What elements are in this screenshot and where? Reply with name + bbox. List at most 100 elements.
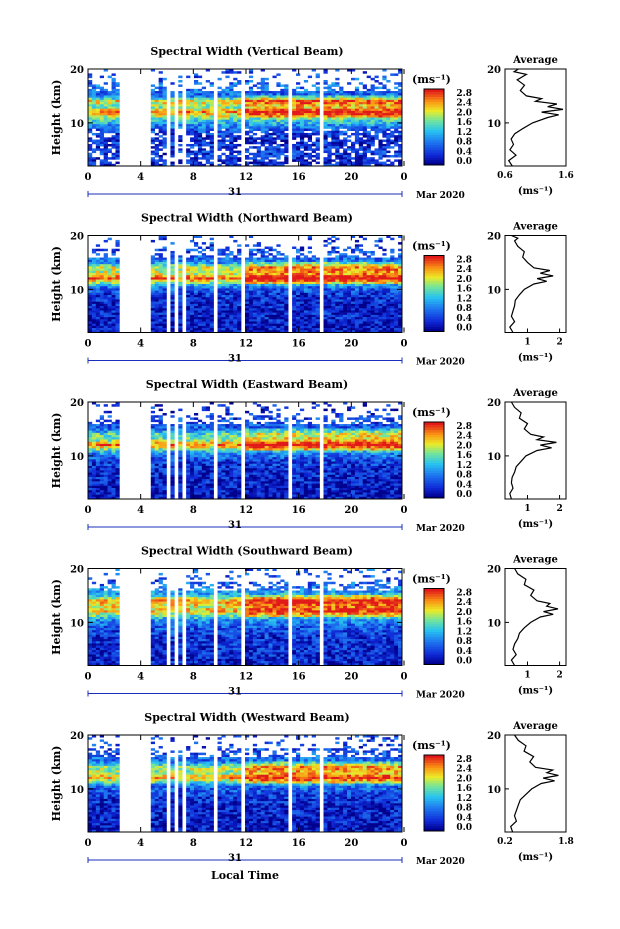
heatmap-cell [354,93,360,96]
heatmap-cell [331,266,336,269]
heatmap-cell [205,301,210,305]
heatmap-cell [170,139,175,143]
heatmap-cell [91,275,97,278]
heatmap-cell [221,139,226,143]
heatmap-cell [225,330,230,333]
heatmap-cell [366,299,371,302]
heatmap-cell [99,268,104,272]
heatmap-cell [150,69,156,72]
heatmap-cell [292,152,297,156]
heatmap-cell [233,82,238,85]
heatmap-cell [362,121,367,125]
heatmap-cell [245,299,250,302]
heatmap-cell [398,257,403,261]
heatmap-cell [229,102,234,105]
heatmap-cell [88,110,93,114]
heatmap-cell [264,314,269,318]
heatmap-cell [186,266,191,269]
heatmap-cell [178,257,183,261]
heatmap-cell [170,292,175,296]
heatmap-cell [331,88,336,92]
heatmap-cell [335,152,340,156]
heatmap-cell [103,91,108,94]
heatmap-cell [272,308,277,311]
heatmap-cell [221,130,226,134]
heatmap-cell [158,314,163,318]
heatmap-cell [268,299,273,302]
heatmap-cell [99,119,104,123]
heatmap-cell [197,108,203,112]
heatmap-cell [303,126,309,129]
heatmap-cell [91,259,97,263]
heatmap-cell [245,154,250,158]
heatmap-cell [252,272,258,276]
heatmap-cell [245,275,250,278]
heatmap-cell [386,295,391,298]
heatmap-cell [303,143,309,147]
heatmap-cell [103,317,108,320]
heatmap-cell [292,299,297,302]
heatmap-cell [248,108,254,112]
heatmap-cell [366,328,371,331]
heatmap-cell [217,297,222,300]
heatmap-cell [237,268,242,272]
heatmap-cell [394,139,399,143]
heatmap-cell [115,468,120,471]
heatmap-cell [386,235,391,238]
heatmap-cell [284,277,289,280]
heatmap-cell [221,146,226,149]
heatmap-cell [335,77,340,81]
heatmap-cell [91,102,97,105]
heatmap-cell [292,272,297,276]
heatmap-cell [111,317,116,320]
heatmap-cell [245,272,250,276]
heatmap-cell [268,284,273,287]
heatmap-cell [248,71,254,74]
heatmap-cell [378,321,383,324]
heatmap-cell [264,146,269,149]
heatmap-cell [311,286,316,289]
heatmap-cell [154,146,159,149]
heatmap-cell [201,284,207,287]
heatmap-cell [354,292,360,296]
heatmap-cell [201,113,207,116]
heatmap-cell [245,303,250,307]
heatmap-cell [95,264,101,267]
heatmap-cell [88,126,93,129]
heatmap-cell [276,102,281,105]
heatmap-cell [88,299,93,302]
heatmap-cell [358,330,364,333]
heatmap-cell [158,310,163,313]
heatmap-cell [260,104,265,107]
heatmap-cell [225,284,230,287]
heatmap-cell [209,242,214,245]
heatmap-cell [390,277,395,280]
heatmap-cell [378,154,383,158]
heatmap-cell [307,117,313,120]
heatmap-cell [99,148,104,151]
heatmap-cell [150,330,156,333]
heatmap-cell [370,99,375,103]
heatmap-cell [221,71,226,74]
heatmap-cell [107,454,112,458]
colorbar-swatch [424,89,444,92]
heatmap-cell [170,310,175,313]
heatmap-cell [150,157,156,160]
heatmap-cell [335,108,340,112]
heatmap-cell [323,292,328,296]
heatmap-cell [233,124,238,127]
heatmap-cell [323,99,328,103]
avg-y-tick-label: 20 [487,232,501,243]
heatmap-cell [197,93,203,96]
heatmap-cell [103,150,108,154]
heatmap-cell [91,161,97,165]
heatmap-cell [111,479,116,482]
heatmap-cell [315,281,320,285]
heatmap-cell [276,146,281,149]
heatmap-cell [362,310,367,313]
x-tick-label: 20 [344,172,358,183]
heatmap-cell [398,321,403,324]
heatmap-cell [91,110,97,114]
heatmap-cell [115,485,120,489]
heatmap-cell [91,325,97,329]
